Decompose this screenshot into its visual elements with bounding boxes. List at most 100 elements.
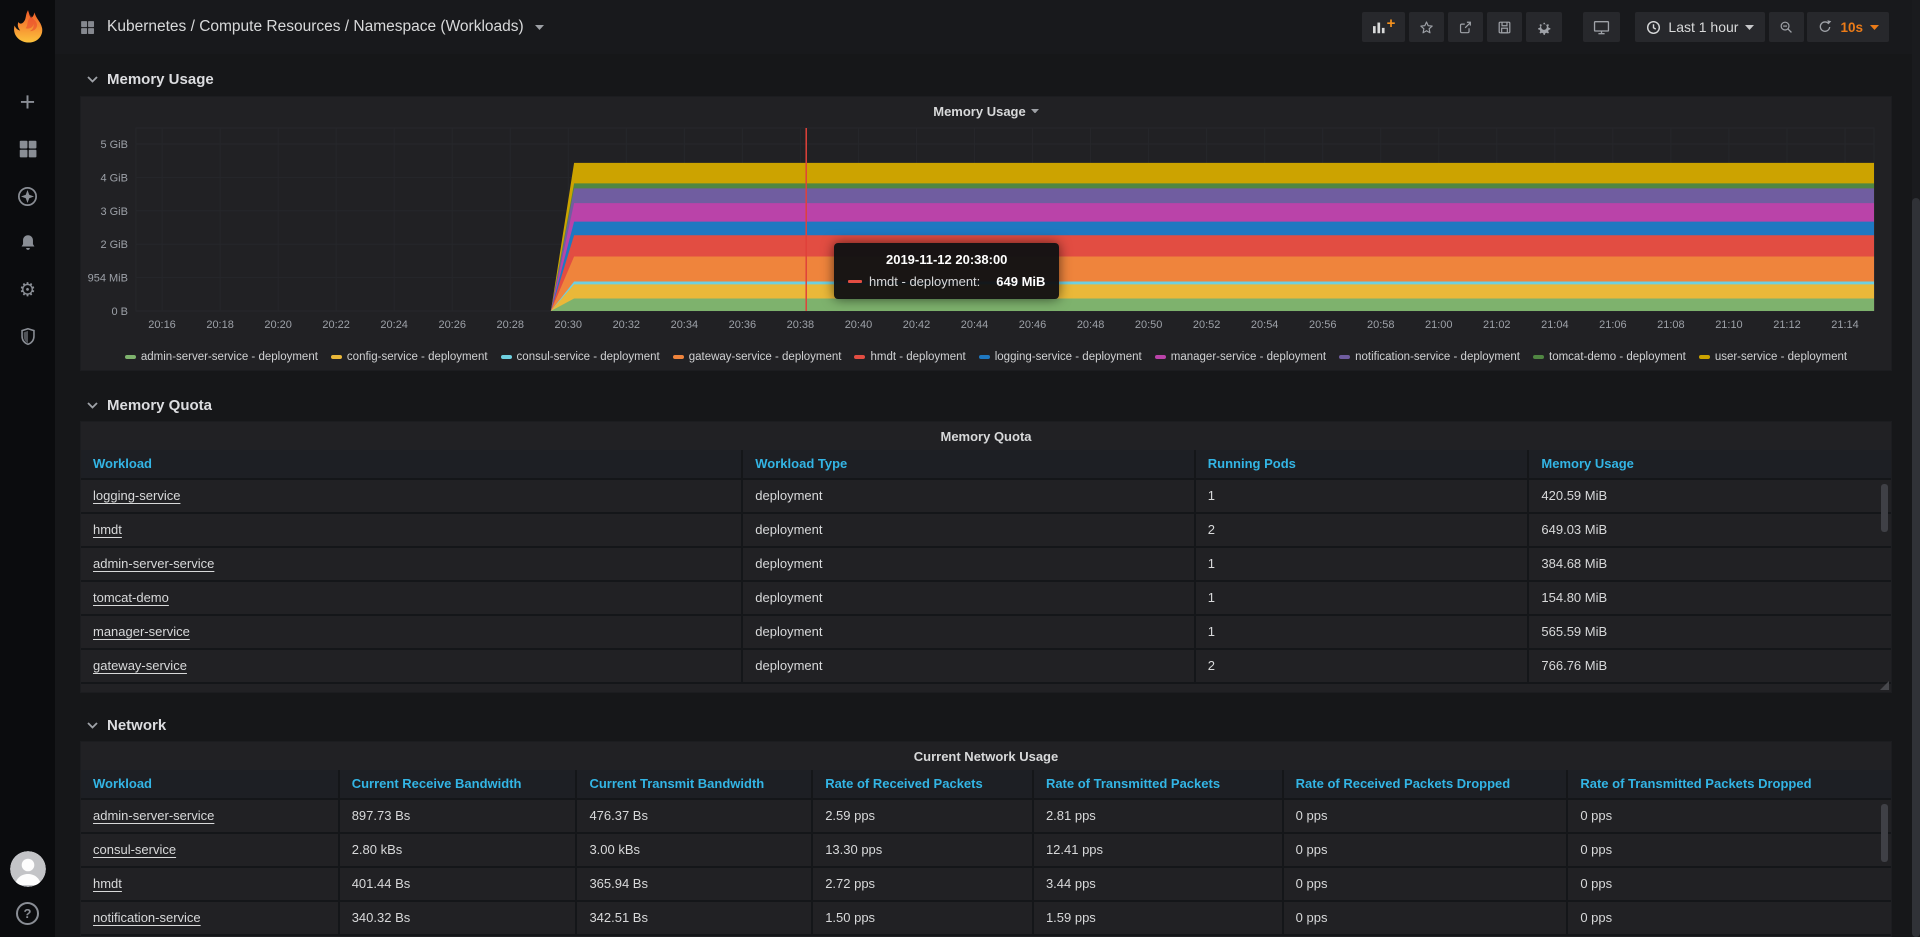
workload-link[interactable]: consul-service	[93, 842, 177, 857]
time-range-label: Last 1 hour	[1668, 19, 1739, 35]
workload-link[interactable]: admin-server-service	[93, 808, 215, 823]
column-header-rate-of-transmitted-packets[interactable]: Rate of Transmitted Packets	[1033, 770, 1284, 798]
configuration-icon[interactable]: ⚙	[18, 279, 37, 301]
avatar[interactable]	[9, 851, 46, 887]
panel-title-memory-quota[interactable]: Memory Quota	[940, 428, 1032, 444]
chart-legend: admin-server-service - deployment config-…	[93, 351, 1879, 363]
x-axis-tick-label: 21:14	[1831, 319, 1858, 331]
table-cell: 401.44 Bs	[339, 866, 578, 900]
table-scrollbar[interactable]	[1881, 804, 1888, 862]
legend-item[interactable]: admin-server-service - deployment	[124, 351, 318, 363]
zoom-out-icon	[1781, 21, 1793, 33]
dashboards-icon[interactable]	[16, 137, 40, 161]
legend-swatch	[330, 355, 342, 359]
network-table: Workload Current Receive Bandwidth Current…	[81, 770, 1891, 934]
y-axis-tick-label: 3 GiB	[100, 206, 127, 218]
workload-link[interactable]: gateway-service	[93, 658, 187, 673]
tooltip-series-label: hmdt - deployment:	[869, 274, 981, 289]
panel-resize-handle[interactable]	[1880, 681, 1889, 690]
x-axis-tick-label: 20:24	[380, 319, 407, 331]
table-cell: 340.32 Bs	[339, 900, 578, 934]
column-header-workload[interactable]: Workload	[81, 450, 744, 478]
dashboard-settings-button[interactable]	[1526, 12, 1563, 42]
table-cell: 0 pps	[1283, 866, 1569, 900]
alerting-icon[interactable]	[16, 231, 40, 255]
x-axis-tick-label: 20:48	[1077, 319, 1104, 331]
chevron-down-icon	[1745, 24, 1755, 30]
legend-item[interactable]: tomcat-demo - deployment	[1533, 351, 1686, 363]
workload-cell: admin-server-service	[81, 546, 744, 580]
column-header-memory-usage[interactable]: Memory Usage	[1529, 450, 1891, 478]
star-icon	[1420, 20, 1434, 33]
column-header-running-pods[interactable]: Running Pods	[1195, 450, 1530, 478]
dashboard-title: Kubernetes / Compute Resources / Namespa…	[107, 18, 524, 35]
workload-cell: manager-service	[81, 614, 744, 648]
row-title: Network	[107, 716, 167, 734]
workload-link[interactable]: notification-service	[93, 910, 201, 925]
table-cell: 1.50 pps	[813, 900, 1034, 934]
column-header-rate-of-received-packets[interactable]: Rate of Received Packets	[813, 770, 1034, 798]
workload-link[interactable]: logging-service	[93, 488, 181, 503]
save-dashboard-button[interactable]	[1487, 12, 1523, 42]
legend-item[interactable]: gateway-service - deployment	[672, 351, 841, 363]
column-header-rate-of-received-packets-dropped[interactable]: Rate of Received Packets Dropped	[1283, 770, 1569, 798]
legend-item[interactable]: consul-service - deployment	[500, 351, 660, 363]
legend-item[interactable]: manager-service - deployment	[1154, 351, 1327, 363]
panel-title-memory-usage[interactable]: Memory Usage	[81, 97, 1891, 125]
page-scrollbar-thumb[interactable]	[1912, 198, 1920, 937]
x-axis-tick-label: 20:38	[787, 319, 814, 331]
refresh-icon	[1820, 20, 1832, 32]
share-dashboard-button[interactable]	[1448, 12, 1484, 42]
explore-icon[interactable]	[16, 184, 40, 208]
legend-item[interactable]: config-service - deployment	[330, 351, 488, 363]
column-header-current-transmit-bandwidth[interactable]: Current Transmit Bandwidth	[577, 770, 814, 798]
legend-label: tomcat-demo - deployment	[1549, 351, 1686, 363]
workload-link[interactable]: manager-service	[93, 624, 190, 639]
x-axis-tick-label: 20:34	[671, 319, 698, 331]
column-header-workload[interactable]: Workload	[81, 770, 340, 798]
x-axis-tick-label: 20:56	[1309, 319, 1336, 331]
table-cell: 12.41 pps	[1033, 832, 1284, 866]
workload-link[interactable]: admin-server-service	[93, 556, 215, 571]
server-admin-icon[interactable]	[16, 325, 40, 349]
x-axis-tick-label: 21:04	[1541, 319, 1568, 331]
chevron-down-icon	[87, 721, 98, 729]
column-header-rate-of-transmitted-packets-dropped[interactable]: Rate of Transmitted Packets Dropped	[1568, 770, 1891, 798]
star-dashboard-button[interactable]	[1409, 12, 1445, 42]
grafana-logo[interactable]	[8, 7, 48, 47]
grafana-flame-icon	[13, 10, 42, 43]
memory-usage-chart[interactable]: 0 B 954 MiB 2 GiB 3 GiB 4 GiB 5 GiB 20:16 20:18…	[81, 123, 1891, 335]
table-cell: 0 pps	[1283, 900, 1569, 934]
table-cell: 476.37 Bs	[577, 798, 814, 832]
workload-link[interactable]: tomcat-demo	[93, 590, 169, 605]
legend-item[interactable]: hmdt - deployment	[854, 351, 966, 363]
chevron-down-icon	[534, 24, 544, 30]
legend-label: manager-service - deployment	[1170, 351, 1327, 363]
refresh-picker[interactable]: 10s	[1807, 12, 1889, 42]
column-header-workload-type[interactable]: Workload Type	[743, 450, 1196, 478]
legend-item[interactable]: notification-service - deployment	[1339, 351, 1520, 363]
table-cell: 2	[1195, 512, 1530, 546]
x-axis-tick-label: 20:40	[845, 319, 872, 331]
cycle-view-mode-button[interactable]	[1583, 12, 1621, 42]
table-cell: 13.30 pps	[813, 832, 1034, 866]
workload-link[interactable]: hmdt	[93, 876, 122, 891]
legend-label: user-service - deployment	[1714, 351, 1848, 363]
legend-item[interactable]: logging-service - deployment	[978, 351, 1142, 363]
time-range-picker[interactable]: Last 1 hour	[1635, 12, 1766, 42]
y-axis-tick-label: 5 GiB	[100, 139, 127, 151]
zoom-out-time-button[interactable]	[1769, 12, 1805, 42]
legend-item[interactable]: user-service - deployment	[1698, 351, 1848, 363]
legend-swatch	[124, 355, 136, 359]
row-header-memory-quota[interactable]: Memory Quota	[87, 393, 1892, 417]
column-header-current-receive-bandwidth[interactable]: Current Receive Bandwidth	[339, 770, 578, 798]
row-header-network[interactable]: Network	[87, 713, 1892, 737]
row-header-memory-usage[interactable]: Memory Usage	[87, 66, 1892, 92]
create-icon[interactable]: +	[19, 87, 36, 117]
dashboard-title-picker[interactable]: Kubernetes / Compute Resources / Namespa…	[79, 18, 544, 36]
panel-title-current-network-usage[interactable]: Current Network Usage	[913, 748, 1059, 764]
workload-link[interactable]: hmdt	[93, 522, 122, 537]
help-icon[interactable]: ?	[16, 902, 39, 925]
table-scrollbar[interactable]	[1881, 484, 1888, 532]
add-panel-button[interactable]: +	[1361, 12, 1406, 42]
